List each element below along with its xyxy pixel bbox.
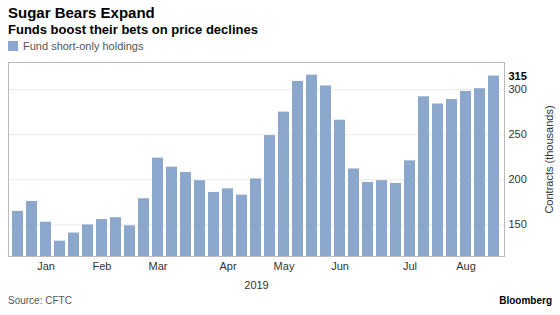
html-text:Sugar Bears Expand: Sugar Bears Expand <box>8 4 155 21</box>
svg-text:Apr: Apr <box>219 260 236 272</box>
svg-text:Jun: Jun <box>331 260 349 272</box>
svg-text:300: 300 <box>509 83 527 95</box>
svg-text:Feb: Feb <box>93 260 112 272</box>
html-text:Fund short-only holdings: Fund short-only holdings <box>23 40 144 52</box>
svg-text:Jul: Jul <box>403 260 417 272</box>
svg-text:Contracts (thousands): Contracts (thousands) <box>543 105 555 213</box>
svg-text:150: 150 <box>509 218 527 230</box>
svg-text:Jan: Jan <box>37 260 55 272</box>
svg-text:Aug: Aug <box>456 260 476 272</box>
html-text:Source: CFTC: Source: CFTC <box>8 295 72 306</box>
svg-text:250: 250 <box>509 128 527 140</box>
svg-text:200: 200 <box>509 173 527 185</box>
svg-text:May: May <box>274 260 295 272</box>
svg-text:2019: 2019 <box>244 279 268 291</box>
html-text:Bloomberg: Bloomberg <box>499 295 552 306</box>
svg-text:Mar: Mar <box>149 260 168 272</box>
html-text:Funds boost their bets on pric: Funds boost their bets on price declines <box>8 22 258 37</box>
svg-text:315: 315 <box>509 70 527 82</box>
